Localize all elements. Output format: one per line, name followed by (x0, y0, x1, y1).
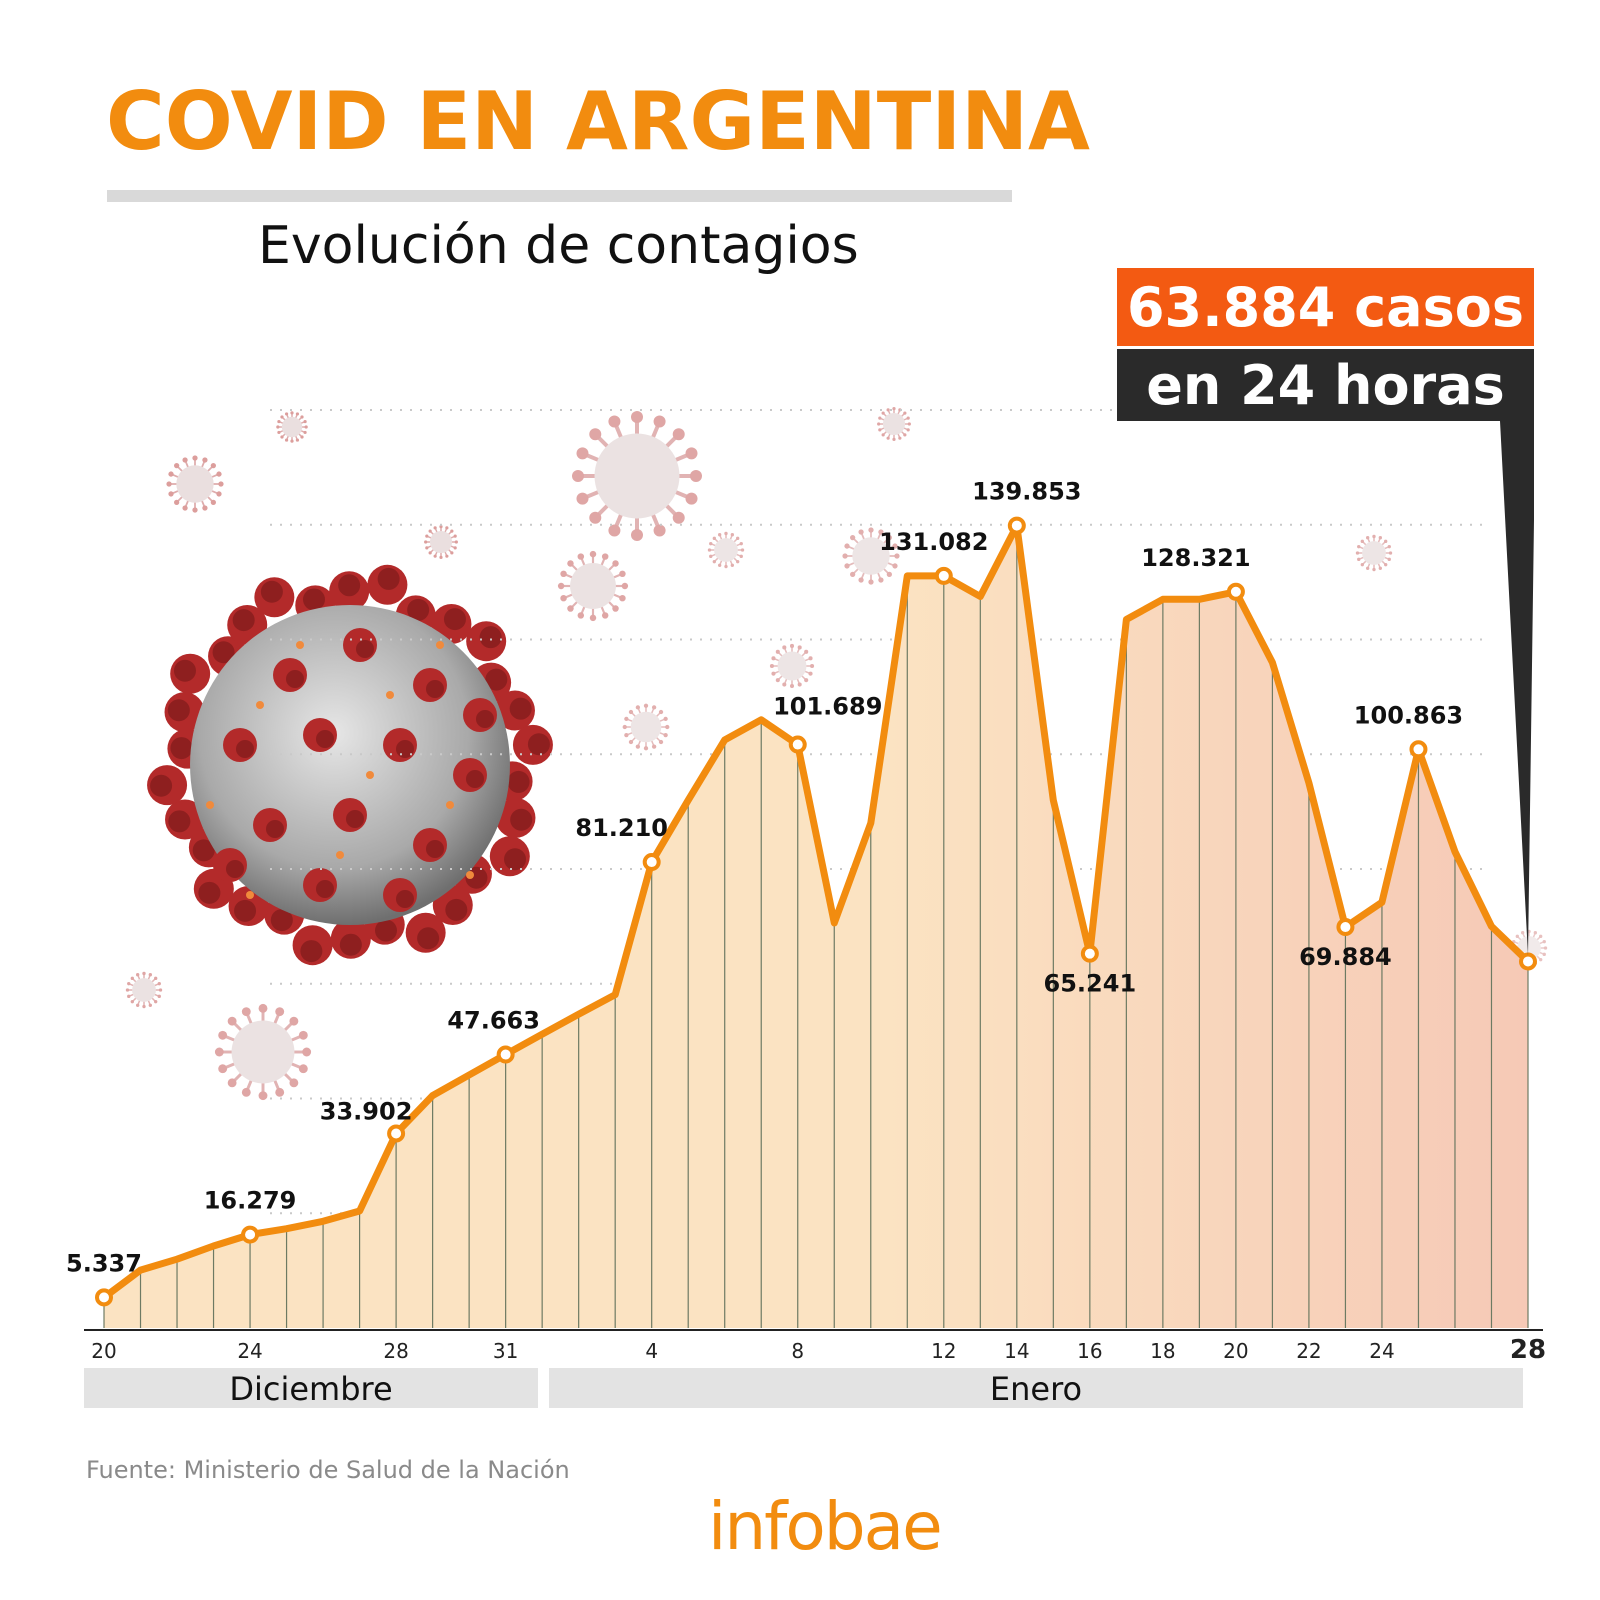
data-point-marker (387, 1124, 406, 1143)
data-label: 69.884 (1299, 943, 1392, 971)
data-point-marker (1226, 582, 1245, 601)
month-band (549, 1368, 1523, 1408)
virus-icon (707, 531, 745, 569)
month-band (84, 1368, 538, 1408)
infobae-logo: infobae (708, 1488, 943, 1565)
data-label: 16.279 (204, 1187, 297, 1215)
data-point-marker (1409, 740, 1428, 759)
virus-icon (166, 455, 224, 513)
month-label: Enero (990, 1370, 1082, 1408)
x-tick-label: 24 (1369, 1339, 1394, 1363)
latest-point-marker (1519, 952, 1537, 971)
data-label: 100.863 (1354, 701, 1463, 729)
virus-icon (769, 643, 815, 689)
virus-icon (1355, 534, 1393, 572)
data-point-marker (1336, 918, 1355, 937)
data-label: 65.241 (1044, 970, 1137, 998)
data-label: 81.210 (575, 814, 668, 842)
data-label: 47.663 (447, 1007, 540, 1035)
data-label: 101.689 (773, 693, 882, 721)
x-tick-label: 24 (237, 1339, 262, 1363)
x-tick-label: 16 (1077, 1339, 1102, 1363)
month-label: Diciembre (229, 1370, 392, 1408)
data-point-marker (1007, 516, 1026, 535)
data-label: 139.853 (972, 478, 1081, 506)
title-divider (107, 190, 1012, 202)
data-point-marker (241, 1225, 260, 1244)
month-bands: Diciembre Enero (84, 1368, 1523, 1408)
callout-cases: 63.884 casos (1117, 268, 1534, 346)
virus-icon (214, 1003, 312, 1101)
coronavirus-illustration (147, 564, 553, 966)
data-labels: 5.337 16.279 33.902 47.663 81.210 101.689 131.… (66, 478, 1463, 1278)
data-point-marker (788, 735, 807, 754)
virus-icon (842, 527, 900, 585)
data-label: 5.337 (66, 1249, 142, 1277)
cases-area (104, 525, 1528, 1328)
x-tick-label: 28 (383, 1339, 408, 1363)
data-label: 128.321 (1141, 544, 1250, 572)
x-tick-label: 4 (645, 1339, 658, 1363)
x-tick-label: 20 (91, 1339, 116, 1363)
virus-icon (622, 703, 670, 751)
data-point-marker (95, 1288, 113, 1307)
virus-icon (877, 407, 911, 441)
x-tick-label: 8 (791, 1339, 804, 1363)
data-label: 131.082 (879, 528, 988, 556)
data-point-marker (496, 1045, 515, 1064)
x-axis-ticks: 20 24 28 31 4 8 12 14 16 18 20 22 24 28 (91, 1335, 1546, 1365)
data-point-marker (642, 853, 661, 872)
data-point-marker (934, 566, 953, 585)
virus-icon (424, 525, 458, 559)
x-tick-label: 22 (1296, 1339, 1321, 1363)
x-tick-label: 14 (1004, 1339, 1029, 1363)
labeled-markers (95, 516, 1537, 1307)
callout-period: en 24 horas (1117, 349, 1534, 421)
data-point-marker (1080, 944, 1099, 963)
virus-icon (557, 550, 629, 622)
virus-icon (276, 411, 308, 443)
x-tick-label: 18 (1150, 1339, 1175, 1363)
x-tick-label: 12 (931, 1339, 956, 1363)
chart-subtitle: Evolución de contagios (258, 216, 859, 276)
chart-title: COVID EN ARGENTINA (106, 75, 1090, 168)
x-tick-label: 28 (1510, 1335, 1546, 1365)
virus-icon (125, 971, 163, 1009)
virus-icon (572, 411, 702, 541)
source-note: Fuente: Ministerio de Salud de la Nación (86, 1456, 570, 1484)
x-tick-label: 20 (1223, 1339, 1248, 1363)
x-tick-label: 31 (493, 1339, 518, 1363)
data-label: 33.902 (320, 1097, 413, 1125)
cases-line (100, 522, 1532, 1301)
daily-stems (103, 525, 1529, 1328)
